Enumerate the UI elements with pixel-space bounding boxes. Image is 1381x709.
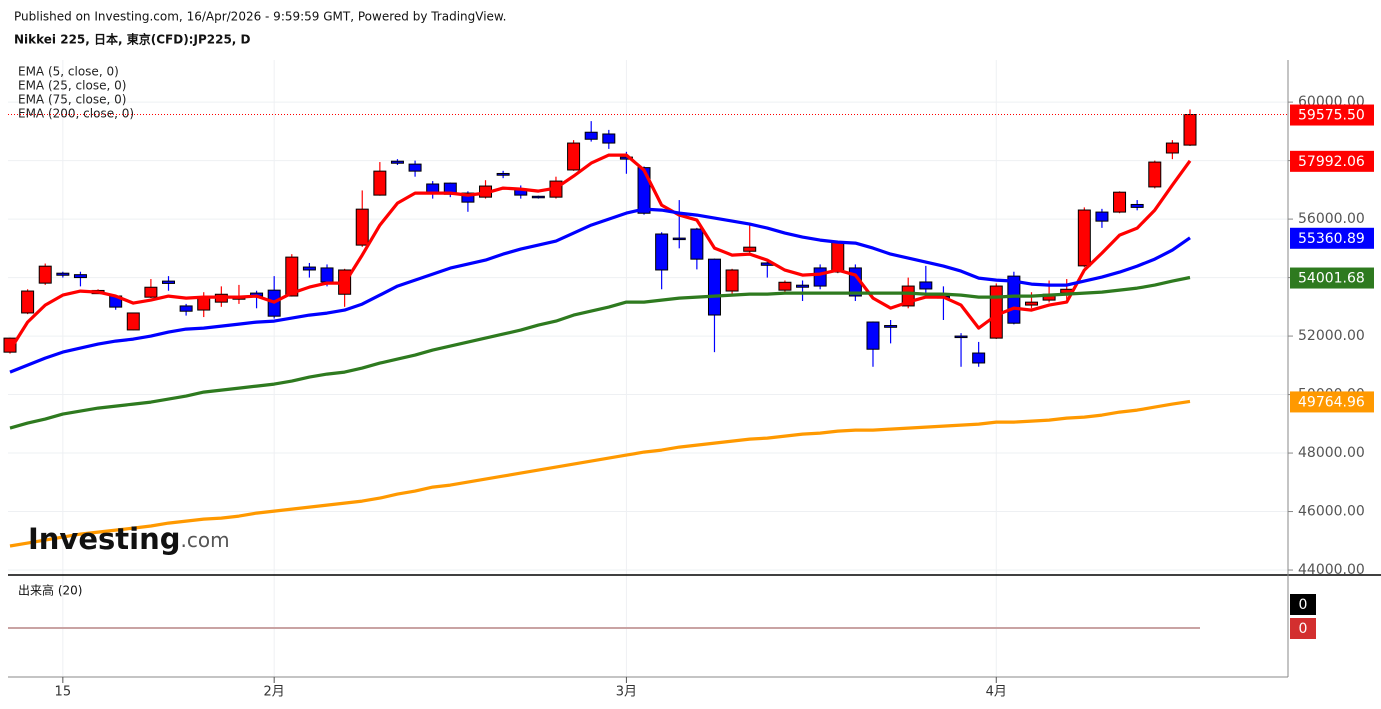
candle-body (672, 237, 686, 241)
candle-body (584, 131, 598, 140)
watermark-suffix: .com (180, 528, 229, 552)
candle-body (743, 246, 757, 252)
plot (3, 109, 1197, 548)
legend-entry: EMA (25, close, 0) (18, 79, 126, 93)
candle-body (1007, 275, 1021, 324)
candle-body (21, 290, 35, 314)
ema-line (9, 207, 1191, 374)
candle-body (373, 170, 387, 196)
watermark-main: Investing (28, 522, 180, 556)
volume-value: 0 (1299, 621, 1308, 637)
candle-body (197, 296, 211, 311)
y-tick-label: 52000.00 (1298, 328, 1365, 344)
ema-last-label: 57992.06 (1298, 154, 1365, 170)
candle-body (1095, 211, 1109, 222)
y-tick-label: 44000.00 (1298, 562, 1365, 578)
candle-body (954, 335, 968, 339)
candle-body (919, 281, 933, 290)
chart-title: Nikkei 225, 日本, 東京(CFD):JP225, D (14, 32, 251, 47)
volume-value: 0 (1299, 597, 1308, 613)
candle-body (602, 133, 616, 144)
x-tick-label: 4月 (986, 685, 1007, 700)
legend-entry: EMA (5, close, 0) (18, 65, 119, 79)
y-tick-label: 48000.00 (1298, 445, 1365, 461)
ema-last-label: 54001.68 (1298, 271, 1365, 287)
candle-body (320, 267, 334, 283)
y-tick-label: 56000.00 (1298, 211, 1365, 227)
candle-body (179, 305, 193, 312)
candle-body (567, 142, 581, 171)
ema-last-label: 49764.96 (1298, 394, 1365, 410)
candle-body (1165, 142, 1179, 154)
x-tick-label: 15 (55, 685, 72, 700)
candle-body (56, 272, 70, 276)
candle-body (707, 258, 721, 316)
y-tick-label: 46000.00 (1298, 504, 1365, 520)
candle-body (1113, 191, 1127, 213)
legend-entry: EMA (75, close, 0) (18, 93, 126, 107)
volume-value-box (1290, 594, 1316, 615)
candle-body (144, 286, 158, 298)
volume-title: 出来高 (20) (18, 583, 82, 598)
candle-body (796, 284, 810, 288)
candle-body (725, 269, 739, 292)
candle-body (778, 281, 792, 291)
candle-body (162, 280, 176, 284)
ema-last-label: 55360.89 (1298, 231, 1365, 247)
legend-entry: EMA (200, close, 0) (18, 107, 134, 121)
candle-body (302, 266, 316, 271)
candle-body (496, 172, 510, 176)
published-note: Published on Investing.com, 16/Apr/2026 … (14, 10, 506, 24)
candle-body (126, 312, 140, 331)
candle-body (38, 265, 52, 284)
x-tick-label: 3月 (616, 685, 637, 700)
candle-body (285, 256, 299, 297)
ema-last-label-box (1290, 227, 1374, 249)
volume-value-box (1290, 618, 1316, 639)
candle-body (461, 192, 475, 203)
candle-body (1077, 209, 1091, 267)
candle-body (972, 352, 986, 364)
candle-body (531, 195, 545, 199)
candle-body (637, 167, 651, 214)
candle-body (884, 325, 898, 328)
candle-body (1130, 203, 1144, 208)
candle-body (73, 274, 87, 279)
candle-body (3, 337, 17, 353)
candle-body (1148, 161, 1162, 188)
candle-body (390, 160, 404, 164)
ema-last-label-box (1290, 267, 1374, 289)
ema-last-label-box (1290, 391, 1374, 413)
candle-body (355, 208, 369, 246)
candle-body (408, 163, 422, 172)
last-close-label-box (1290, 104, 1374, 126)
candle-body (1183, 114, 1197, 146)
candle-body (655, 233, 669, 271)
ema-line (9, 399, 1191, 548)
ema-line (8, 153, 1192, 351)
watermark: Investing.com (28, 522, 230, 556)
candle-body (831, 241, 845, 273)
last-close-label: 59575.50 (1298, 108, 1365, 124)
candle-body (1024, 301, 1038, 306)
ema-last-label-box (1290, 150, 1374, 172)
candle-body (690, 228, 704, 260)
candle-body (866, 321, 880, 350)
x-tick-label: 2月 (264, 685, 285, 700)
candle-body (813, 267, 827, 287)
ema-line (9, 275, 1191, 430)
